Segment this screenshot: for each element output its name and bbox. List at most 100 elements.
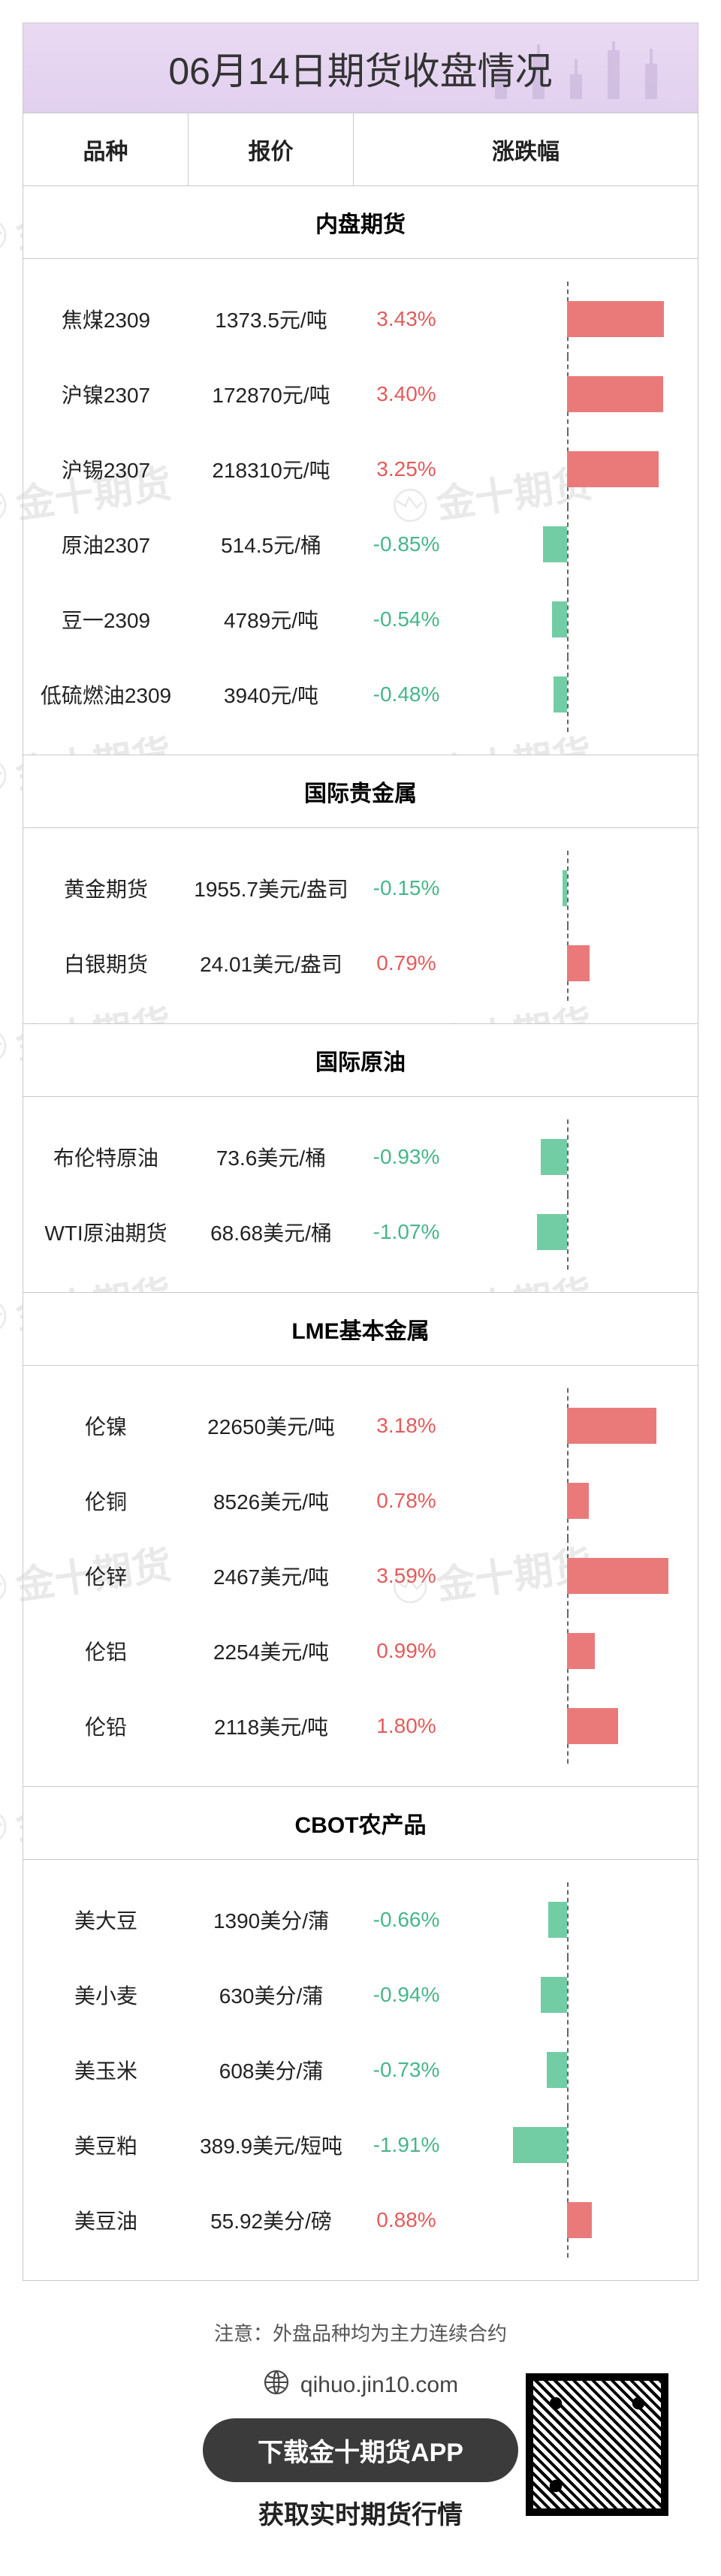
cell-bar <box>459 282 698 357</box>
cell-bar <box>459 1195 698 1270</box>
cell-pct: 3.18% <box>354 1414 459 1438</box>
section-title: 国际原油 <box>23 1024 698 1097</box>
bar-axis <box>567 1882 569 1957</box>
bar-positive <box>567 1708 618 1744</box>
cell-price: 1955.7美元/盎司 <box>189 873 354 903</box>
download-app-button[interactable]: 下载金十期货APP <box>203 2418 518 2482</box>
col-header-price: 报价 <box>189 113 354 186</box>
cell-pct: 3.25% <box>354 457 459 481</box>
cell-name: 焦煤2309 <box>23 304 189 334</box>
cell-name: 豆一2309 <box>23 604 189 634</box>
table-row: 豆一23094789元/吨-0.54% <box>23 582 698 657</box>
cell-name: 美大豆 <box>23 1905 189 1935</box>
cell-pct: 3.40% <box>354 382 459 406</box>
cell-bar <box>459 851 698 926</box>
bar-axis <box>567 657 569 732</box>
cell-price: 24.01美元/盎司 <box>189 948 354 978</box>
cell-bar <box>459 1388 698 1463</box>
table-row: 黄金期货1955.7美元/盎司-0.15% <box>23 851 698 926</box>
table-row: 伦镍22650美元/吨3.18% <box>23 1388 698 1463</box>
cell-price: 22650美元/吨 <box>189 1411 354 1441</box>
qr-code <box>526 2373 668 2516</box>
cell-name: 低硫燃油2309 <box>23 679 189 710</box>
table-row: 伦铅2118美元/吨1.80% <box>23 1689 698 1764</box>
cell-price: 389.9美元/短吨 <box>189 2130 354 2160</box>
cell-price: 218310元/吨 <box>189 454 354 484</box>
cell-price: 3940元/吨 <box>189 679 354 710</box>
table-header-row: 品种 报价 涨跌幅 <box>23 113 698 186</box>
cell-price: 1373.5元/吨 <box>189 304 354 334</box>
cell-price: 630美分/蒲 <box>189 1980 354 2010</box>
section-header: LME基本金属 <box>23 1293 698 1366</box>
cell-pct: 0.78% <box>354 1489 459 1513</box>
col-header-name: 品种 <box>23 113 189 186</box>
cell-bar <box>459 582 698 657</box>
cell-name: 伦锌 <box>23 1561 189 1591</box>
footer: qihuo.jin10.com 下载金十期货APP 获取实时期货行情 <box>23 2369 698 2546</box>
table-row: WTI原油期货68.68美元/桶-1.07% <box>23 1195 698 1270</box>
cell-price: 2118美元/吨 <box>189 1711 354 1741</box>
cell-pct: -0.15% <box>354 876 459 900</box>
cell-name: 美小麦 <box>23 1980 189 2010</box>
table-row: 焦煤23091373.5元/吨3.43% <box>23 282 698 357</box>
cell-pct: -0.54% <box>354 607 459 631</box>
bar-axis <box>567 582 569 657</box>
bar-positive <box>567 301 664 337</box>
cell-bar <box>459 2032 698 2107</box>
cell-bar <box>459 657 698 732</box>
cell-price: 68.68美元/桶 <box>189 1217 354 1247</box>
cell-pct: -0.93% <box>354 1145 459 1169</box>
bar-negative <box>537 1214 567 1250</box>
cell-price: 514.5元/桶 <box>189 529 354 559</box>
bar-axis <box>567 2107 569 2183</box>
section-body-row: 布伦特原油73.6美元/桶-0.93%WTI原油期货68.68美元/桶-1.07… <box>23 1097 698 1293</box>
section-body-row: 伦镍22650美元/吨3.18%伦铜8526美元/吨0.78%伦锌2467美元/… <box>23 1366 698 1787</box>
cell-bar <box>459 357 698 432</box>
cell-pct: 0.88% <box>354 2208 459 2232</box>
cell-pct: -0.94% <box>354 1983 459 2007</box>
cell-bar <box>459 1463 698 1538</box>
cell-pct: -1.91% <box>354 2133 459 2157</box>
cell-bar <box>459 2183 698 2258</box>
bar-positive <box>567 1408 656 1444</box>
table-row: 伦铜8526美元/吨0.78% <box>23 1463 698 1538</box>
bar-negative <box>554 676 567 713</box>
bar-axis <box>567 2032 569 2107</box>
cell-name: 黄金期货 <box>23 873 189 903</box>
cell-pct: 3.59% <box>354 1564 459 1588</box>
cell-price: 1390美分/蒲 <box>189 1905 354 1935</box>
bar-positive <box>567 1558 668 1594</box>
bar-positive <box>567 945 590 981</box>
cell-bar <box>459 1957 698 2032</box>
cell-pct: -0.73% <box>354 2058 459 2082</box>
section-body-row: 黄金期货1955.7美元/盎司-0.15%白银期货24.01美元/盎司0.79% <box>23 828 698 1024</box>
globe-icon <box>263 2369 290 2402</box>
cell-name: 伦铝 <box>23 1636 189 1666</box>
bar-negative <box>541 1977 567 2013</box>
table-row: 伦锌2467美元/吨3.59% <box>23 1538 698 1613</box>
bar-axis <box>567 1957 569 2032</box>
cell-bar <box>459 926 698 1001</box>
bar-positive <box>567 376 663 412</box>
footnote: 注意：外盘品种均为主力连续合约 <box>23 2318 698 2346</box>
table-row: 美豆粕389.9美元/短吨-1.91% <box>23 2107 698 2183</box>
cell-pct: -0.48% <box>354 682 459 707</box>
bar-positive <box>567 451 659 487</box>
section-body-row: 美大豆1390美分/蒲-0.66%美小麦630美分/蒲-0.94%美玉米608美… <box>23 1860 698 2281</box>
cell-price: 608美分/蒲 <box>189 2055 354 2085</box>
cell-bar <box>459 432 698 507</box>
cell-bar <box>459 507 698 582</box>
bar-axis <box>567 507 569 582</box>
section-header: 国际贵金属 <box>23 755 698 828</box>
table-row: 伦铝2254美元/吨0.99% <box>23 1613 698 1689</box>
section-body-row: 焦煤23091373.5元/吨3.43% 沪镍2307172870元/吨3.40%… <box>23 259 698 755</box>
cell-price: 172870元/吨 <box>189 379 354 409</box>
cell-name: 沪镍2307 <box>23 379 189 409</box>
page-title: 06月14日期货收盘情况 <box>168 41 552 95</box>
table-row: 布伦特原油73.6美元/桶-0.93% <box>23 1119 698 1195</box>
cell-price: 8526美元/吨 <box>189 1486 354 1516</box>
table-row: 美玉米608美分/蒲-0.73% <box>23 2032 698 2107</box>
cell-pct: 1.80% <box>354 1714 459 1738</box>
cell-name: 美豆油 <box>23 2205 189 2235</box>
section-header: 国际原油 <box>23 1024 698 1097</box>
